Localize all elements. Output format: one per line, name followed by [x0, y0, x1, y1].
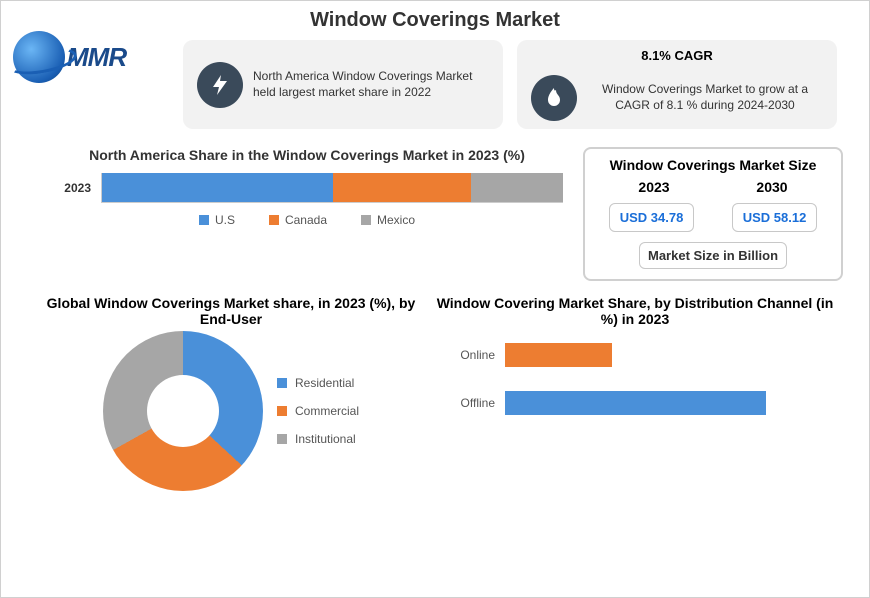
card-market-share: North America Window Coverings Market he…	[183, 40, 503, 129]
na-chart-legend: U.S Canada Mexico	[51, 213, 563, 227]
market-size-box: Window Coverings Market Size 2023 2030 U…	[583, 147, 843, 281]
market-size-title: Window Coverings Market Size	[595, 157, 831, 173]
card-cagr: 8.1% CAGR Window Coverings Market to gro…	[517, 40, 837, 129]
na-stacked-bar	[101, 173, 563, 203]
distribution-track	[505, 391, 839, 415]
middle-row: North America Share in the Window Coveri…	[1, 147, 869, 281]
distribution-bars: Online Offline	[431, 343, 839, 415]
lightning-icon	[197, 62, 243, 108]
na-share-chart: North America Share in the Window Coveri…	[51, 147, 563, 281]
card-market-share-text: North America Window Coverings Market he…	[253, 69, 489, 100]
logo-globe-icon	[13, 31, 65, 83]
donut-title: Global Window Coverings Market share, in…	[41, 295, 421, 327]
market-size-year1: 2023	[638, 179, 669, 195]
distribution-label: Offline	[441, 396, 495, 410]
card-cagr-title: 8.1% CAGR	[641, 48, 713, 63]
logo: MMR	[13, 27, 163, 87]
distribution-row: Offline	[441, 391, 839, 415]
distribution-title: Window Covering Market Share, by Distrib…	[431, 295, 839, 327]
market-size-year2: 2030	[756, 179, 787, 195]
distribution-bar	[505, 343, 612, 367]
distribution-bar	[505, 391, 766, 415]
legend-item: Commercial	[277, 404, 359, 418]
donut-legend: Residential Commercial Institutional	[277, 376, 359, 446]
na-segment	[102, 173, 333, 202]
na-chart-title: North America Share in the Window Coveri…	[51, 147, 563, 163]
enduser-donut-chart: Global Window Coverings Market share, in…	[41, 295, 421, 491]
na-segment	[333, 173, 471, 202]
distribution-bar-chart: Window Covering Market Share, by Distrib…	[431, 295, 839, 491]
na-segment	[471, 173, 563, 202]
legend-item: Residential	[277, 376, 359, 390]
market-size-footer: Market Size in Billion	[639, 242, 787, 269]
na-chart-row-label: 2023	[51, 181, 91, 195]
donut-hole	[147, 375, 219, 447]
legend-item: Canada	[269, 213, 327, 227]
market-size-value2: USD 58.12	[732, 203, 818, 232]
distribution-row: Online	[441, 343, 839, 367]
flame-icon	[531, 75, 577, 121]
legend-item: Mexico	[361, 213, 415, 227]
distribution-track	[505, 343, 839, 367]
legend-item: U.S	[199, 213, 235, 227]
donut-ring	[103, 331, 263, 491]
legend-item: Institutional	[277, 432, 359, 446]
distribution-label: Online	[441, 348, 495, 362]
market-size-value1: USD 34.78	[609, 203, 695, 232]
bottom-row: Global Window Coverings Market share, in…	[1, 295, 869, 491]
card-cagr-text: Window Coverings Market to grow at a CAG…	[587, 82, 823, 113]
